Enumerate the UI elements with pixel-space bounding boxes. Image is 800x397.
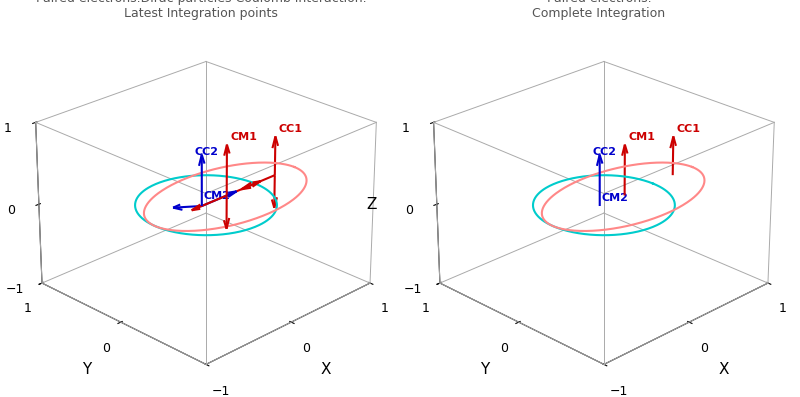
X-axis label: X: X (718, 362, 729, 377)
Title: Paired electrons.Dirac particles Coulomb interaction.
Latest Integration points: Paired electrons.Dirac particles Coulomb… (36, 0, 366, 20)
Y-axis label: Y: Y (82, 362, 91, 377)
Title: Paired electrons.
Complete Integration: Paired electrons. Complete Integration (532, 0, 666, 20)
Y-axis label: Y: Y (480, 362, 489, 377)
X-axis label: X: X (320, 362, 330, 377)
